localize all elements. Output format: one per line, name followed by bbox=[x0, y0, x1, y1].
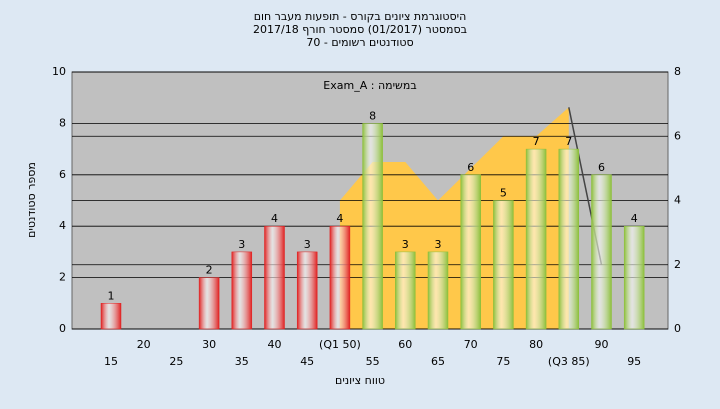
value-label: 6 bbox=[467, 161, 474, 174]
y2-tick-label: 6 bbox=[674, 129, 681, 142]
value-label: 4 bbox=[271, 212, 278, 225]
x-tick-label: 70 bbox=[464, 338, 478, 351]
value-label: 3 bbox=[435, 238, 442, 251]
y2-tick-label: 4 bbox=[674, 194, 681, 207]
bar bbox=[362, 123, 383, 330]
value-label: 4 bbox=[631, 212, 638, 225]
chart-subtitle: בסמסטר (01/2017) סמסטר חורף 2017/18 bbox=[253, 23, 467, 36]
y-tick-label: 6 bbox=[59, 168, 66, 181]
x-tick-label: (Q3 85) bbox=[548, 355, 590, 368]
x-tick-label: 60 bbox=[398, 338, 412, 351]
value-label: 3 bbox=[402, 238, 409, 251]
value-label: 7 bbox=[565, 135, 572, 148]
value-label: 3 bbox=[238, 238, 245, 251]
bar bbox=[493, 200, 514, 330]
bar bbox=[460, 174, 481, 330]
y-tick-label: 10 bbox=[52, 65, 66, 78]
x-tick-label: 65 bbox=[431, 355, 445, 368]
value-label: 8 bbox=[369, 109, 376, 122]
x-tick-label: 95 bbox=[627, 355, 641, 368]
y-tick-label: 8 bbox=[59, 116, 66, 129]
x-tick-label: 55 bbox=[366, 355, 380, 368]
y2-tick-label: 8 bbox=[674, 65, 681, 78]
y2-tick-label: 0 bbox=[674, 322, 681, 335]
value-label: 1 bbox=[108, 289, 115, 302]
bar bbox=[525, 148, 547, 330]
bar bbox=[329, 225, 351, 330]
annotation: Exam_A : במשימה bbox=[323, 79, 416, 92]
x-tick-label: 80 bbox=[529, 338, 543, 351]
bar bbox=[427, 251, 449, 330]
x-tick-label: 40 bbox=[268, 338, 282, 351]
x-tick-label: 45 bbox=[300, 355, 314, 368]
x-tick-label: 35 bbox=[235, 355, 249, 368]
bar bbox=[264, 225, 285, 330]
bar bbox=[296, 251, 318, 330]
y-axis-label: מספר סטודנטים bbox=[25, 162, 38, 238]
value-label: 7 bbox=[533, 135, 540, 148]
value-label: 6 bbox=[598, 161, 605, 174]
bar bbox=[231, 251, 253, 330]
bar bbox=[198, 277, 220, 330]
y-tick-label: 0 bbox=[59, 322, 66, 335]
bar bbox=[591, 174, 612, 330]
x-tick-label: 30 bbox=[202, 338, 216, 351]
value-label: 4 bbox=[336, 212, 343, 225]
value-label: 5 bbox=[500, 187, 507, 200]
y-tick-label: 2 bbox=[59, 271, 66, 284]
chart-title: היסטוגרמת ציונים בקורס - תופעות מעבר חום bbox=[254, 10, 467, 23]
y2-tick-label: 2 bbox=[674, 258, 681, 271]
x-tick-label: 15 bbox=[104, 355, 118, 368]
x-tick-label: 75 bbox=[496, 355, 510, 368]
value-label: 3 bbox=[304, 238, 311, 251]
value-label: 2 bbox=[206, 264, 213, 277]
y-tick-label: 4 bbox=[59, 219, 66, 232]
x-tick-label: (Q1 50) bbox=[319, 338, 361, 351]
x-axis-label: טווח ציונים bbox=[335, 374, 385, 387]
chart-subtitle: 70 - סטודנטים רשומים bbox=[306, 36, 413, 49]
bar bbox=[558, 148, 580, 330]
x-tick-label: 25 bbox=[169, 355, 183, 368]
bar bbox=[100, 303, 122, 330]
x-tick-label: 90 bbox=[595, 338, 609, 351]
x-tick-label: 20 bbox=[137, 338, 151, 351]
bar bbox=[395, 251, 416, 330]
bar bbox=[623, 225, 645, 330]
